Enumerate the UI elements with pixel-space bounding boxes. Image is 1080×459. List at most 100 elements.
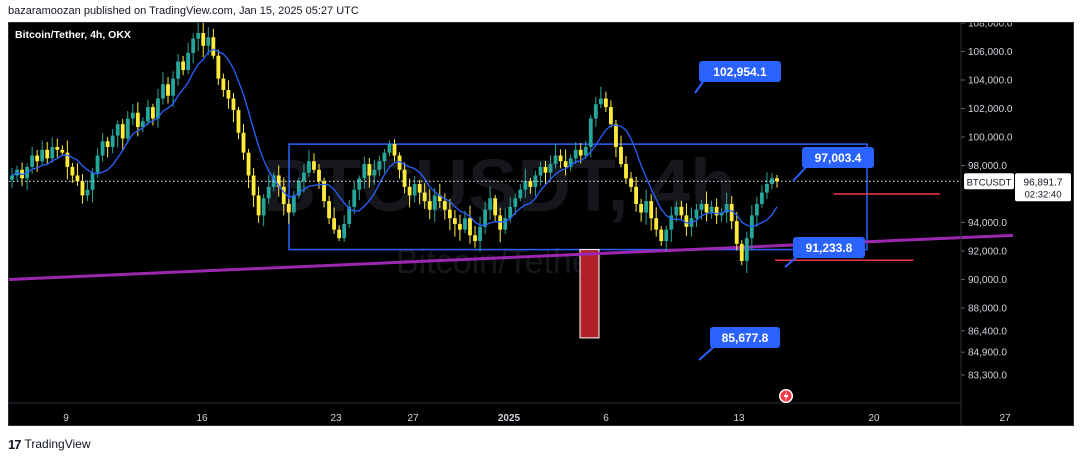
candle-body[interactable]	[397, 155, 402, 170]
candle-body[interactable]	[10, 175, 14, 180]
candle-body[interactable]	[432, 195, 437, 210]
candle-body[interactable]	[115, 124, 120, 136]
candle-body[interactable]	[598, 98, 603, 105]
candle-body[interactable]	[538, 166, 543, 176]
candle-body[interactable]	[583, 146, 588, 156]
candle-body[interactable]	[276, 175, 281, 187]
candle-body[interactable]	[382, 152, 387, 162]
candle-body[interactable]	[729, 203, 734, 222]
candle-body[interactable]	[342, 223, 347, 239]
candle-body[interactable]	[95, 155, 100, 173]
candle-body[interactable]	[674, 206, 679, 216]
candle-body[interactable]	[533, 175, 538, 187]
candle-body[interactable]	[85, 189, 90, 196]
candle-body[interactable]	[216, 55, 221, 79]
candle-body[interactable]	[407, 186, 412, 196]
candle-body[interactable]	[171, 78, 175, 96]
candle-body[interactable]	[699, 203, 704, 210]
candle-body[interactable]	[352, 189, 357, 207]
candle-body[interactable]	[609, 107, 613, 125]
red-highlight-bar[interactable]	[579, 249, 600, 339]
candle-body[interactable]	[130, 112, 135, 119]
candle-body[interactable]	[679, 206, 684, 216]
candle-body[interactable]	[181, 61, 186, 71]
candle-body[interactable]	[744, 238, 749, 261]
candle-body[interactable]	[317, 169, 321, 182]
candle-body[interactable]	[724, 203, 729, 213]
candle-body[interactable]	[483, 209, 488, 227]
candle-body[interactable]	[488, 198, 493, 210]
candle-body[interactable]	[226, 89, 231, 99]
tradingview-footer[interactable]: 17 TradingView	[8, 434, 91, 454]
candle-body[interactable]	[286, 203, 291, 213]
candle-body[interactable]	[563, 161, 568, 167]
candle-body[interactable]	[362, 164, 367, 179]
candle-body[interactable]	[55, 146, 60, 150]
candle-body[interactable]	[256, 195, 261, 216]
candle-body[interactable]	[694, 209, 699, 219]
candle-body[interactable]	[402, 169, 407, 187]
candle-body[interactable]	[463, 218, 467, 230]
candle-body[interactable]	[588, 118, 593, 147]
callout-box[interactable]	[802, 147, 874, 168]
candle-body[interactable]	[770, 178, 774, 185]
candle-body[interactable]	[125, 118, 130, 139]
candle-body[interactable]	[427, 201, 432, 210]
candle-body[interactable]	[291, 195, 296, 213]
candle-body[interactable]	[231, 98, 236, 110]
candle-body[interactable]	[765, 184, 769, 193]
candle-body[interactable]	[90, 172, 95, 190]
candle-body[interactable]	[301, 172, 306, 182]
callout-box[interactable]	[793, 237, 865, 258]
candle-body[interactable]	[437, 195, 442, 202]
candle-body[interactable]	[468, 218, 472, 236]
candle-body[interactable]	[166, 84, 170, 96]
candle-body[interactable]	[110, 135, 115, 147]
candle-body[interactable]	[50, 146, 55, 159]
candle-body[interactable]	[503, 218, 508, 230]
candle-body[interactable]	[392, 144, 397, 156]
candlestick-chart[interactable]: BTCUSDT, 4h Bitcoin/Tether Bitcoin/Tethe…	[9, 23, 1073, 425]
candle-body[interactable]	[412, 184, 417, 196]
candle-body[interactable]	[145, 107, 150, 122]
candle-body[interactable]	[619, 146, 623, 165]
candle-body[interactable]	[261, 198, 266, 216]
candle-body[interactable]	[251, 175, 256, 196]
candle-body[interactable]	[201, 32, 206, 46]
candle-body[interactable]	[176, 61, 180, 79]
candle-body[interactable]	[241, 132, 246, 153]
candle-body[interactable]	[266, 186, 271, 199]
candle-body[interactable]	[387, 144, 392, 153]
candle-body[interactable]	[307, 161, 311, 173]
candle-body[interactable]	[357, 178, 362, 190]
candle-body[interactable]	[775, 178, 779, 182]
candle-body[interactable]	[719, 212, 724, 216]
callout-box[interactable]	[699, 61, 781, 82]
candle-body[interactable]	[669, 215, 674, 230]
candle-body[interactable]	[553, 155, 558, 165]
candle-body[interactable]	[347, 206, 352, 224]
candle-body[interactable]	[447, 209, 452, 219]
candle-body[interactable]	[493, 198, 498, 216]
candle-body[interactable]	[75, 175, 80, 182]
candle-body[interactable]	[452, 218, 457, 224]
moving-average-line[interactable]	[11, 48, 778, 228]
candle-body[interactable]	[548, 164, 553, 173]
candle-body[interactable]	[704, 203, 709, 213]
candle-body[interactable]	[65, 152, 70, 167]
candle-body[interactable]	[478, 226, 482, 242]
chart-panel[interactable]: BTCUSDT, 4h Bitcoin/Tether Bitcoin/Tethe…	[8, 22, 1074, 426]
candle-body[interactable]	[140, 121, 145, 128]
candle-body[interactable]	[327, 201, 331, 219]
candle-body[interactable]	[624, 164, 628, 179]
candle-body[interactable]	[135, 112, 140, 128]
candle-body[interactable]	[337, 229, 342, 239]
candle-body[interactable]	[281, 186, 286, 204]
candle-body[interactable]	[573, 149, 578, 159]
candle-body[interactable]	[45, 149, 50, 159]
candle-body[interactable]	[156, 98, 160, 119]
candle-body[interactable]	[473, 235, 477, 242]
candle-body[interactable]	[236, 109, 241, 133]
candle-body[interactable]	[614, 124, 618, 147]
candle-body[interactable]	[558, 155, 563, 162]
